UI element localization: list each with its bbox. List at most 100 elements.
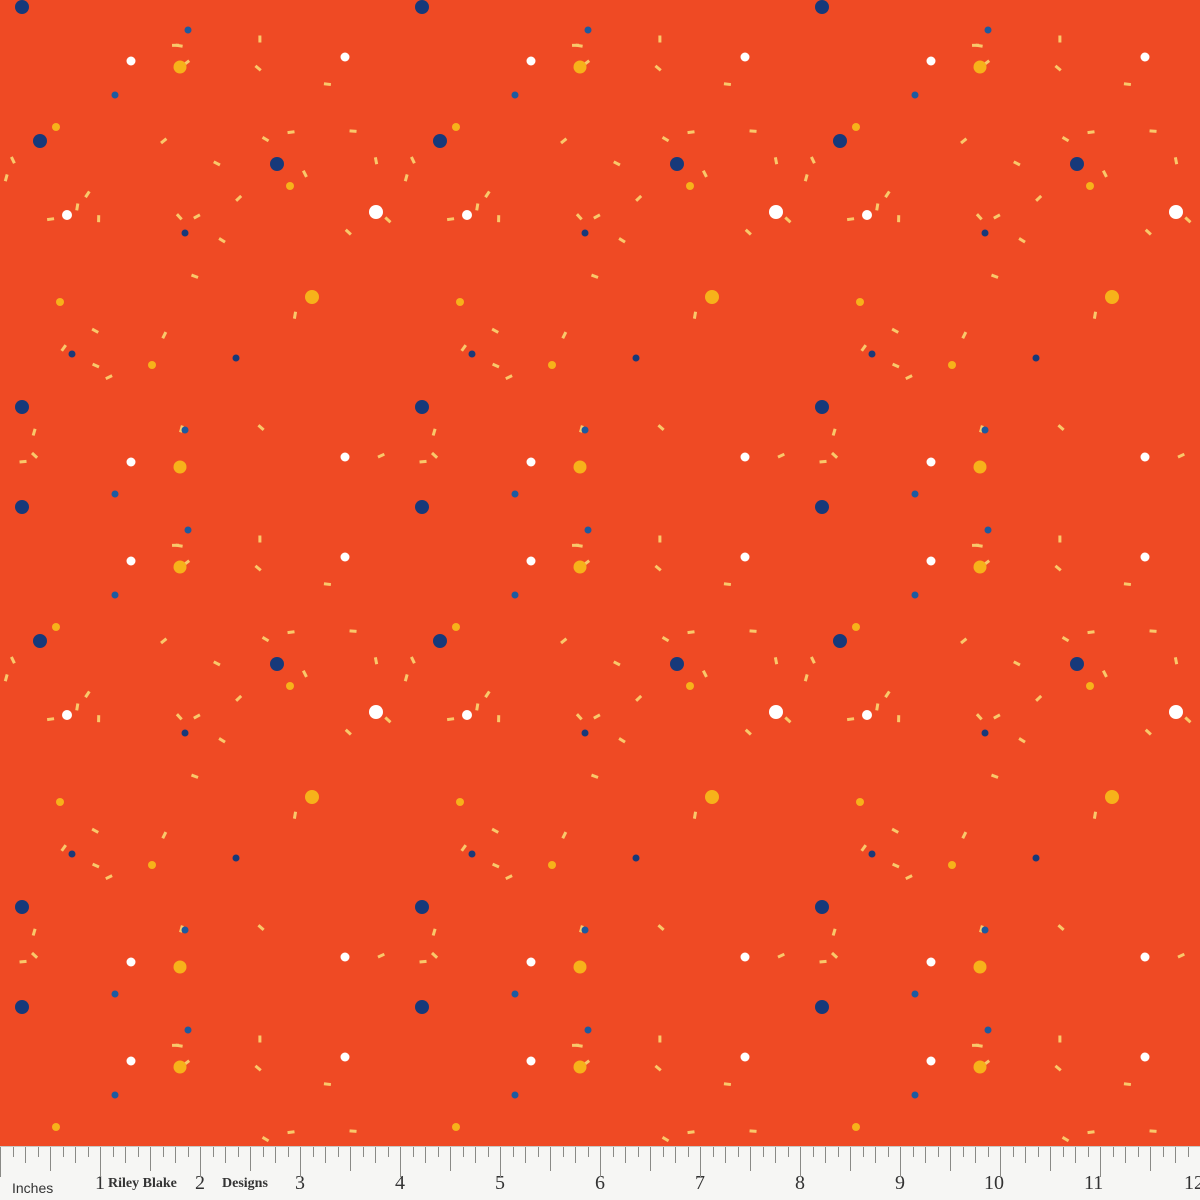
sprinkle-mark — [875, 703, 880, 711]
white-dot — [926, 56, 936, 66]
gold-dot — [456, 298, 464, 306]
sprinkle-mark — [846, 217, 855, 222]
white-dot — [926, 1056, 936, 1066]
sprinkle-mark — [661, 1136, 670, 1143]
ruler-tick — [1113, 1147, 1114, 1157]
white-dot — [1140, 52, 1150, 62]
navy-dot — [833, 134, 847, 148]
navy-dot — [15, 400, 29, 414]
sprinkle-mark — [484, 690, 491, 699]
sprinkle-mark — [892, 862, 900, 869]
gold-dot — [52, 123, 60, 131]
ruler-tick — [138, 1147, 139, 1157]
sprinkle-mark — [777, 452, 785, 459]
navy-dot — [415, 900, 429, 914]
navy-dot — [433, 634, 447, 648]
sprinkle-mark — [410, 656, 416, 664]
sprinkle-mark — [190, 273, 199, 279]
ruler-number: 4 — [395, 1172, 405, 1194]
blue-dot — [111, 91, 119, 99]
white-dot — [740, 552, 750, 562]
sprinkle-mark — [403, 674, 409, 682]
ruler-tick — [238, 1147, 239, 1157]
navy-dot — [433, 134, 447, 148]
ruler-tick — [500, 1147, 501, 1177]
sprinkle-mark — [1058, 1035, 1062, 1043]
ruler-number: 5 — [495, 1172, 505, 1194]
ruler-tick — [613, 1147, 614, 1157]
sprinkle-mark — [891, 327, 899, 334]
sprinkle-mark — [860, 344, 867, 352]
blue-dot — [181, 926, 189, 934]
sprinkle-mark — [590, 773, 599, 779]
sprinkle-mark — [975, 713, 983, 721]
gold-dot — [573, 1060, 587, 1074]
sprinkle-mark — [654, 64, 662, 72]
white-dot — [340, 952, 350, 962]
white-dot — [1140, 1052, 1150, 1062]
blue-dot — [911, 1091, 919, 1099]
ruler-number: 10 — [984, 1172, 1004, 1194]
sprinkle-mark — [171, 43, 180, 47]
sprinkle-mark — [497, 715, 501, 723]
sprinkle-mark — [60, 844, 67, 852]
sprinkle-mark — [635, 694, 643, 702]
sprinkle-mark — [235, 194, 243, 202]
white-dot — [862, 710, 872, 720]
sprinkle-mark — [1123, 1082, 1132, 1087]
sprinkle-mark — [723, 582, 732, 587]
navy-dot — [981, 729, 989, 737]
white-dot — [1140, 952, 1150, 962]
white-dot — [126, 56, 136, 66]
navy-dot — [1032, 354, 1040, 362]
gold-dot — [852, 623, 860, 631]
white-dot — [340, 52, 350, 62]
gold-dot — [852, 123, 860, 131]
ruler-tick — [525, 1147, 526, 1163]
sprinkle-mark — [810, 156, 816, 164]
sprinkle-mark — [884, 190, 891, 199]
sprinkle-mark — [960, 637, 968, 645]
sprinkle-mark — [292, 811, 298, 819]
sprinkle-mark — [1173, 656, 1179, 665]
sprinkle-mark — [593, 713, 601, 720]
blue-dot — [511, 990, 519, 998]
fabric-swatch — [3, 0, 1192, 1143]
ruler-tick — [925, 1147, 926, 1163]
blue-dot — [981, 426, 989, 434]
sprinkle-mark — [460, 844, 467, 852]
gold-dot — [856, 298, 864, 306]
sprinkle-mark — [575, 213, 583, 221]
white-dot — [126, 957, 136, 967]
sprinkle-mark — [1123, 82, 1132, 87]
sprinkle-mark — [193, 213, 201, 220]
gold-dot — [705, 790, 719, 804]
sprinkle-mark — [830, 451, 839, 459]
white-dot — [340, 1052, 350, 1062]
sprinkle-mark — [46, 217, 55, 222]
sprinkle-mark — [701, 170, 708, 178]
sprinkle-mark — [301, 170, 308, 178]
sprinkle-mark — [373, 156, 379, 165]
ruler-tick — [975, 1147, 976, 1163]
sprinkle-mark — [257, 924, 265, 932]
sprinkle-mark — [1061, 136, 1070, 143]
white-dot — [526, 56, 536, 66]
ruler-tick — [788, 1147, 789, 1157]
sprinkle-mark — [491, 327, 499, 334]
navy-dot — [468, 850, 476, 858]
navy-dot — [270, 657, 284, 671]
blue-dot — [511, 591, 519, 599]
sprinkle-mark — [960, 137, 968, 145]
ruler-tick — [25, 1147, 26, 1163]
white-dot — [1169, 205, 1183, 219]
gold-dot — [173, 460, 187, 474]
ruler-tick — [1188, 1147, 1189, 1157]
ruler-tick — [163, 1147, 164, 1157]
ruler-tick — [750, 1147, 751, 1171]
ruler-tick — [350, 1147, 351, 1171]
sprinkle-mark — [1013, 660, 1021, 667]
ruler-tick — [50, 1147, 51, 1171]
white-dot — [369, 705, 383, 719]
blue-dot — [911, 490, 919, 498]
